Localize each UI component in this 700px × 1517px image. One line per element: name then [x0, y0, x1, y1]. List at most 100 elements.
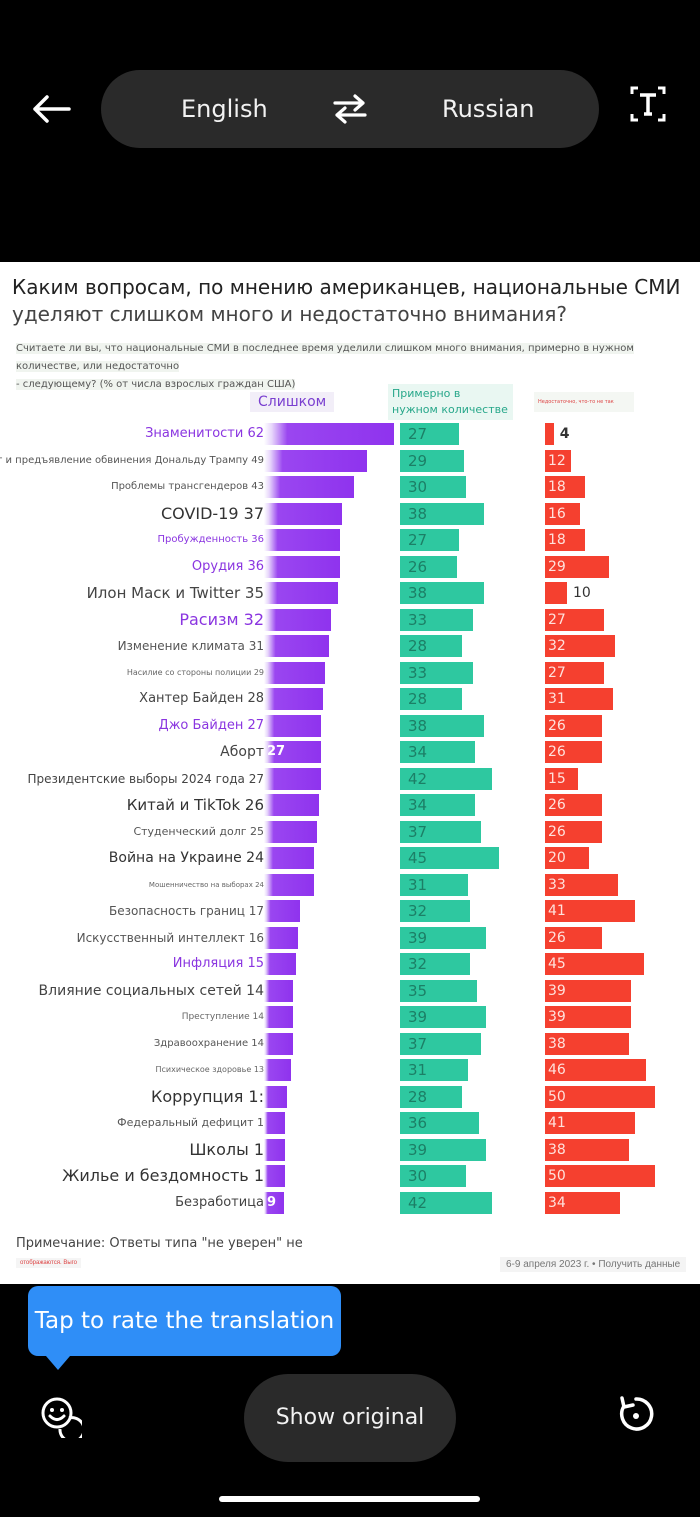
bar-too-much — [264, 767, 321, 790]
value-too-little: 50 — [548, 1088, 566, 1105]
bar-too-much — [264, 1059, 292, 1081]
language-selector: English Russian — [101, 70, 599, 148]
bar-too-little — [545, 1112, 636, 1134]
bar-too-much — [264, 1006, 294, 1028]
swap-languages-button[interactable] — [330, 90, 370, 128]
chart-row: Искусственный интеллект 16 39 26 — [0, 926, 700, 950]
value-right-amount: 36 — [408, 1114, 428, 1132]
bar-too-little — [545, 714, 603, 737]
bar-too-little — [545, 502, 581, 525]
chart-row: Знаменитости 62 27 4 — [0, 422, 700, 446]
translated-image: Каким вопросам, по мнению американцев, н… — [0, 262, 700, 1284]
chart-row: Инфляция 15 32 45 — [0, 952, 700, 976]
back-button[interactable] — [26, 84, 76, 134]
row-label: Студенческий долг 25 — [133, 824, 264, 838]
text-select-icon — [630, 86, 666, 122]
bar-too-little — [545, 476, 585, 498]
show-original-button[interactable]: Show original — [244, 1374, 456, 1462]
bar-too-much — [264, 847, 315, 869]
bar-right-amount — [400, 1032, 482, 1055]
value-right-amount: 34 — [408, 743, 428, 761]
rate-button[interactable] — [38, 1394, 86, 1444]
bar-too-much — [264, 1165, 285, 1187]
value-right-amount: 32 — [408, 955, 428, 973]
value-too-little: 39 — [548, 982, 566, 999]
row-label: Искусственный интеллект 16 — [76, 930, 264, 945]
chart-row: Школы 1 39 38 — [0, 1138, 700, 1162]
value-too-little: 50 — [548, 1168, 566, 1184]
value-too-little: 29 — [548, 558, 566, 575]
chart-row: Аборт 34 26 27 — [0, 740, 700, 764]
bar-too-much — [264, 502, 342, 525]
chart-row: Президентские выборы 2024 года 27 42 15 — [0, 767, 700, 791]
chart-row: Орудия 36 26 29 — [0, 555, 700, 579]
bar-too-little — [545, 688, 614, 710]
bar-right-amount — [400, 1006, 486, 1028]
chart-row: Война на Украине 24 45 20 — [0, 846, 700, 870]
bar-too-little — [545, 820, 603, 843]
bar-too-much — [264, 688, 323, 710]
row-label: COVID-19 37 — [160, 503, 264, 523]
row-label: Война на Украине 24 — [108, 850, 264, 866]
bar-too-little — [545, 794, 603, 816]
bar-too-much — [264, 661, 325, 684]
column-header-too-much: Слишком — [250, 392, 335, 412]
source-language-button[interactable]: English — [181, 95, 268, 123]
row-label: Пробужденность 36 — [157, 534, 264, 545]
chart-title-line-2: уделяют слишком много и недостаточно вни… — [12, 302, 567, 326]
bar-too-much — [264, 1032, 294, 1055]
value-too-little: 38 — [548, 1141, 566, 1158]
value-too-little: 34 — [548, 1194, 566, 1211]
chart-source[interactable]: 6-9 апреля 2023 г. • Получить данные — [500, 1257, 687, 1272]
chart-title-line-1: Каким вопросам, по мнению американцев, н… — [12, 275, 681, 299]
bar-too-little — [545, 1165, 655, 1187]
refresh-button[interactable] — [614, 1392, 660, 1438]
bar-too-much — [264, 953, 296, 975]
chart-row: Безработица 42 34 9 — [0, 1191, 700, 1215]
row-label: Расизм 32 — [179, 609, 264, 629]
value-right-amount: 26 — [408, 557, 428, 576]
value-too-much-inline: 27 — [267, 744, 286, 759]
bar-right-amount — [400, 1138, 486, 1161]
bar-too-little — [545, 635, 616, 657]
chart-note: Примечание: Ответы типа "не уверен" не — [16, 1236, 303, 1251]
value-too-little: 46 — [548, 1062, 566, 1078]
bar-too-little — [545, 900, 636, 922]
bar-right-amount — [400, 688, 462, 710]
row-label: Влияние социальных сетей 14 — [38, 982, 264, 999]
value-right-amount: 39 — [408, 1140, 428, 1159]
value-too-little: 26 — [548, 929, 566, 946]
bar-too-little — [545, 1085, 655, 1108]
bar-too-little — [545, 741, 603, 763]
value-too-little: 18 — [548, 479, 566, 495]
text-mode-button[interactable] — [628, 84, 672, 128]
row-label: Здравоохранение 14 — [153, 1037, 264, 1049]
chart-row: Жилье и бездомность 1 30 50 — [0, 1164, 700, 1188]
value-too-little: 18 — [548, 532, 566, 548]
rate-translation-tooltip[interactable]: Tap to rate the translation — [28, 1286, 341, 1370]
chart-row: Изменение климата 31 28 32 — [0, 634, 700, 658]
bar-too-little — [545, 529, 585, 551]
row-label: Джо Байден 27 — [158, 717, 264, 733]
row-label: Школы 1 — [189, 1139, 264, 1159]
row-label: Аборт — [220, 744, 264, 760]
value-right-amount: 38 — [408, 504, 428, 523]
row-label: Психическое здоровье 13 — [155, 1065, 264, 1074]
bar-right-amount — [400, 1085, 462, 1108]
chart-row: Мошенничество на выборах 24 31 33 — [0, 873, 700, 897]
value-too-little: 41 — [548, 903, 566, 919]
row-label: Жилье и бездомность 1 — [62, 1166, 264, 1185]
bar-right-amount — [400, 582, 484, 604]
bar-right-amount — [400, 529, 460, 551]
bar-too-much — [264, 608, 332, 631]
target-language-button[interactable]: Russian — [442, 95, 535, 123]
row-label: Хантер Байден 28 — [139, 691, 264, 706]
bar-too-little — [545, 1006, 631, 1028]
bar-too-little — [545, 1032, 629, 1055]
value-too-little: 38 — [548, 1035, 566, 1052]
smiley-rate-icon — [41, 1397, 86, 1444]
value-right-amount: 39 — [408, 1008, 428, 1026]
bar-too-much — [264, 714, 321, 737]
home-indicator[interactable] — [219, 1496, 480, 1502]
value-right-amount: 42 — [408, 1193, 428, 1212]
